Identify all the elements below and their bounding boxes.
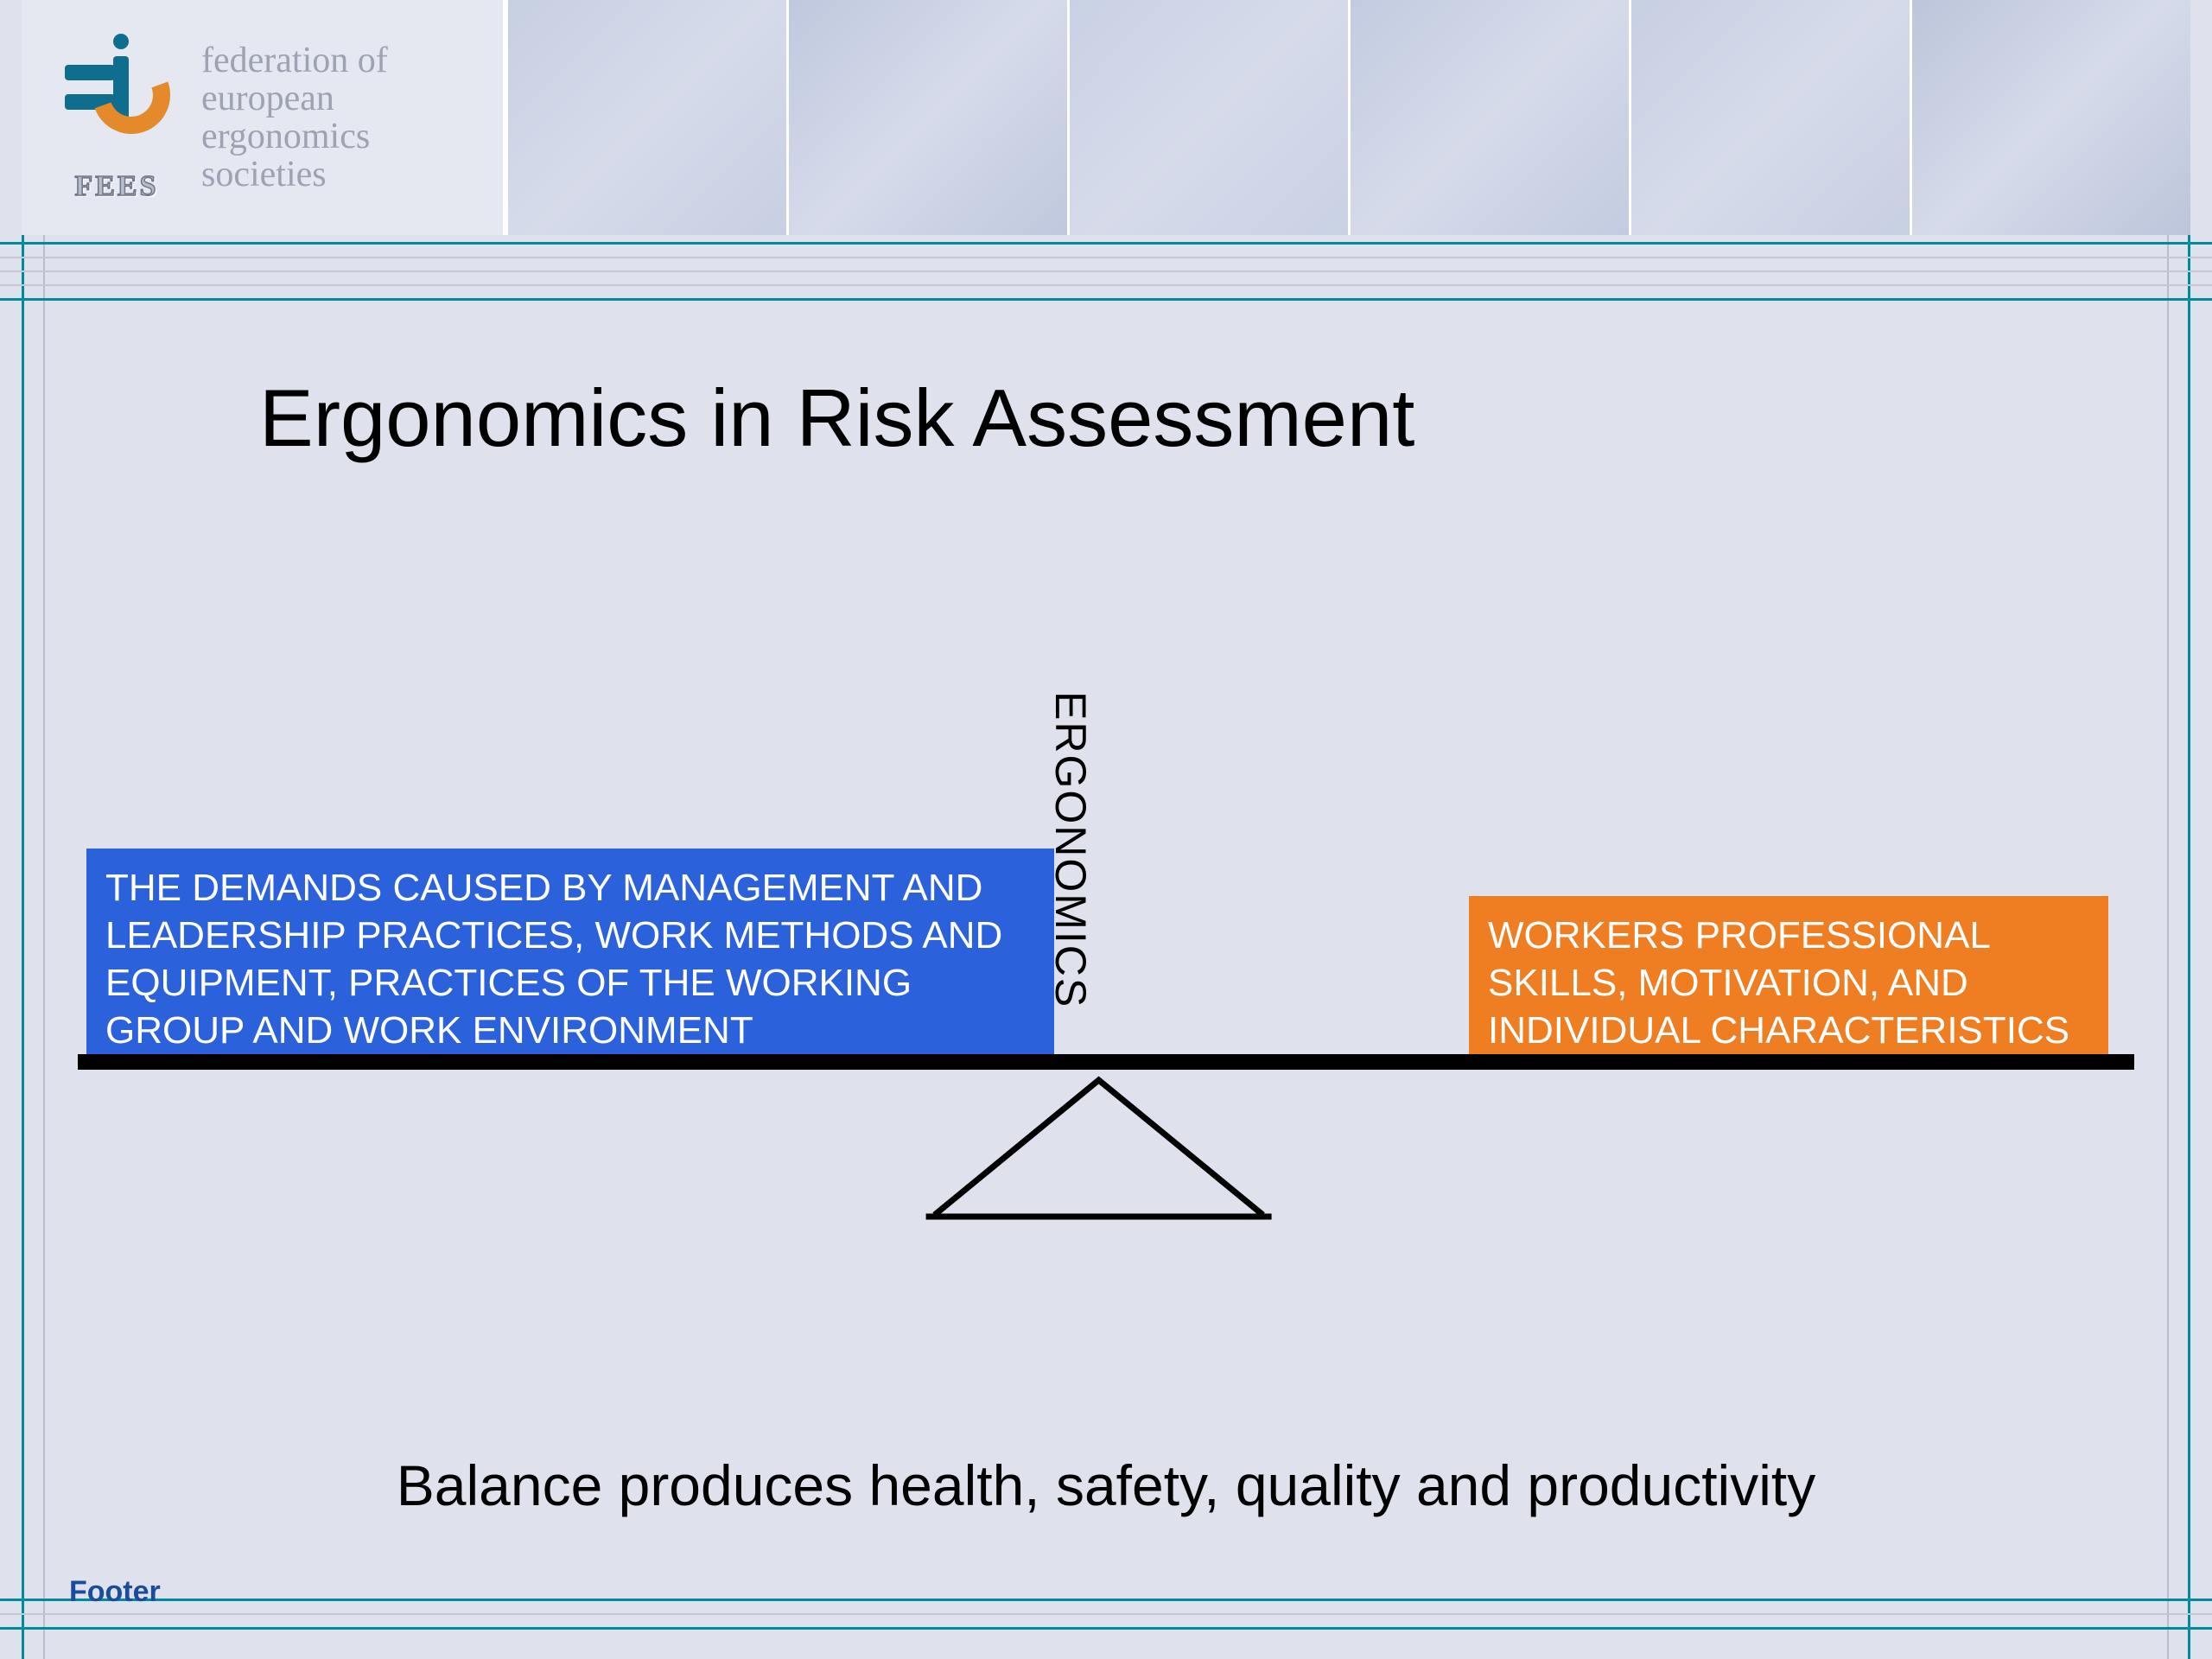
header-photo xyxy=(786,0,1067,235)
org-line: societies xyxy=(201,156,388,194)
slide-header: FEES federation of european ergonomics s… xyxy=(22,0,2190,235)
header-photo xyxy=(1910,0,2190,235)
slide-caption: Balance produces health, safety, quality… xyxy=(60,1450,2152,1522)
fees-badge-text: FEES xyxy=(74,170,158,203)
slide-content: Ergonomics in Risk Assessment ERGONOMICS… xyxy=(60,372,2152,1555)
header-photo xyxy=(1067,0,1348,235)
header-photo-strip xyxy=(505,0,2190,235)
header-photo xyxy=(505,0,786,235)
fees-logo: FEES xyxy=(56,32,177,203)
header-photo xyxy=(1629,0,1910,235)
rule-cluster-top xyxy=(0,242,2212,301)
org-name: federation of european ergonomics societ… xyxy=(201,41,388,194)
org-line: ergonomics xyxy=(201,118,388,156)
balance-left-box: THE DEMANDS CAUSED BY MANAGEMENT AND LEA… xyxy=(86,849,1054,1070)
fees-icon xyxy=(56,32,177,162)
logo-cell: FEES federation of european ergonomics s… xyxy=(22,0,505,235)
balance-diagram: ERGONOMICS THE DEMANDS CAUSED BY MANAGEM… xyxy=(78,674,2134,1262)
balance-fulcrum xyxy=(918,1070,1281,1225)
org-line: european xyxy=(201,79,388,118)
balance-right-box: WORKERS PROFESSIONAL SKILLS, MOTIVATION,… xyxy=(1469,896,2108,1070)
org-line: federation of xyxy=(201,41,388,79)
footer-label: Footer xyxy=(69,1575,161,1609)
rule-cluster-bottom xyxy=(0,1599,2212,1630)
slide-title: Ergonomics in Risk Assessment xyxy=(60,372,2152,465)
balance-beam xyxy=(78,1054,2134,1070)
header-photo xyxy=(1348,0,1629,235)
fulcrum-triangle xyxy=(935,1080,1263,1215)
